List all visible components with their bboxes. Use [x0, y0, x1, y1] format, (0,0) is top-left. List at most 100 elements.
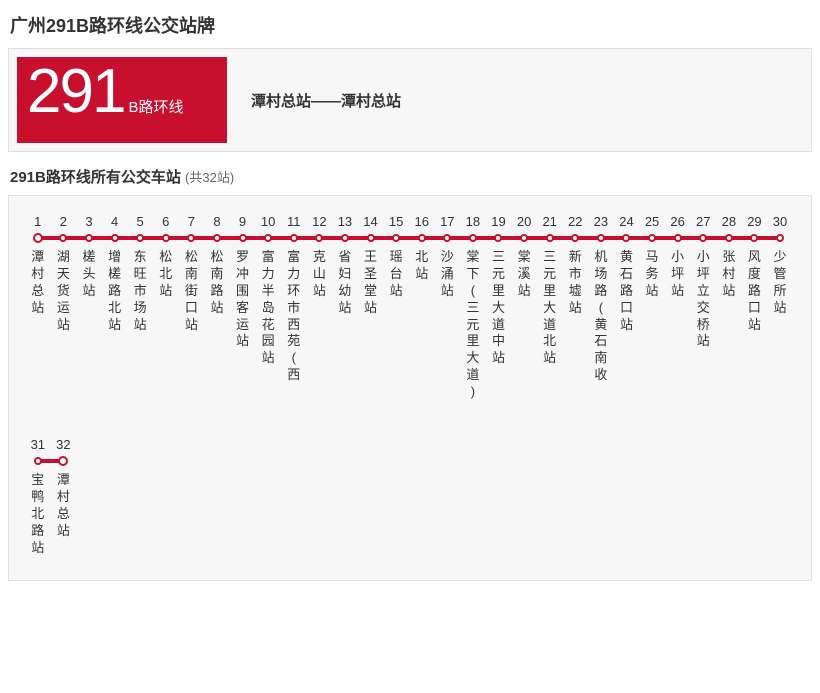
- station-dot-icon: [546, 234, 554, 242]
- terminal-dot-icon: [58, 456, 68, 466]
- station-list-title-text: 291B路环线所有公交车站: [10, 169, 181, 186]
- route-line: [25, 233, 793, 243]
- station-number: 15: [383, 214, 409, 231]
- station-name: 王圣堂站: [358, 247, 384, 401]
- station-name: 湖天货运站: [51, 247, 77, 401]
- station-dot: [690, 233, 716, 243]
- station-dot: [511, 233, 537, 243]
- station-dot-icon: [750, 234, 758, 242]
- station-dot-icon: [85, 234, 93, 242]
- station-number: 22: [562, 214, 588, 231]
- station-dot-icon: [213, 234, 221, 242]
- station-dot: [307, 233, 333, 243]
- station-number: 2: [51, 214, 77, 231]
- station-number: 28: [716, 214, 742, 231]
- station-dot-icon: [136, 234, 144, 242]
- station-dot: [358, 233, 384, 243]
- station-dot: [255, 233, 281, 243]
- station-dot-icon: [111, 234, 119, 242]
- station-dot: [281, 233, 307, 243]
- station-dot: [179, 233, 205, 243]
- station-name: 松南路站: [204, 247, 230, 401]
- station-number: 5: [127, 214, 153, 231]
- station-name: 棠下(三元里大道): [460, 247, 486, 401]
- station-dot: [639, 233, 665, 243]
- station-dot-icon: [776, 234, 784, 242]
- station-number: 27: [690, 214, 716, 231]
- route-terminals: 潭村总站——潭村总站: [251, 90, 401, 111]
- station-numbers-row: 3132: [25, 437, 795, 454]
- station-dot-icon: [443, 234, 451, 242]
- route-dots-row: [25, 456, 76, 466]
- station-numbers-row: 1234567891011121314151617181920212223242…: [25, 214, 795, 231]
- station-dot: [25, 456, 51, 466]
- station-name: 瑶台站: [383, 247, 409, 401]
- station-name: 沙涌站: [435, 247, 461, 401]
- station-name: 潭村总站: [51, 470, 77, 556]
- station-dot: [25, 233, 51, 243]
- station-dot-icon: [59, 234, 67, 242]
- station-number: 11: [281, 214, 307, 231]
- station-name: 机场路(黄石南收: [588, 247, 614, 401]
- station-dot-icon: [520, 234, 528, 242]
- station-dot-icon: [239, 234, 247, 242]
- station-dot-icon: [597, 234, 605, 242]
- station-name: 宝鸭北路站: [25, 470, 51, 556]
- station-dot: [153, 233, 179, 243]
- station-number: 1: [25, 214, 51, 231]
- station-number: 30: [767, 214, 793, 231]
- station-names-row: 潭村总站湖天货运站槎头站增槎路北站东旺市场站松北站松南街口站松南路站罗冲围客运站…: [25, 247, 795, 401]
- station-name: 潭村总站: [25, 247, 51, 401]
- station-number: 25: [639, 214, 665, 231]
- station-number: 7: [179, 214, 205, 231]
- station-name: 新市墟站: [562, 247, 588, 401]
- station-names-row: 宝鸭北路站潭村总站: [25, 470, 795, 556]
- station-dot: [486, 233, 512, 243]
- station-name: 小坪站: [665, 247, 691, 401]
- station-dot: [742, 233, 768, 243]
- station-name: 北站: [409, 247, 435, 401]
- station-number: 3: [76, 214, 102, 231]
- station-dot-icon: [341, 234, 349, 242]
- station-number: 6: [153, 214, 179, 231]
- station-number: 24: [614, 214, 640, 231]
- station-count: (共32站): [185, 170, 234, 185]
- station-dot: [204, 233, 230, 243]
- station-dot-icon: [418, 234, 426, 242]
- station-dot: [76, 233, 102, 243]
- station-number: 20: [511, 214, 537, 231]
- station-name: 小坪立交桥站: [690, 247, 716, 401]
- station-name: 富力半岛花园站: [255, 247, 281, 401]
- station-number: 9: [230, 214, 256, 231]
- station-dot: [51, 233, 77, 243]
- station-name: 克山站: [307, 247, 333, 401]
- station-dot-icon: [725, 234, 733, 242]
- station-dot: [460, 233, 486, 243]
- station-name: 省妇幼站: [332, 247, 358, 401]
- station-dot: [562, 233, 588, 243]
- station-list-title: 291B路环线所有公交车站 (共32站): [10, 166, 812, 187]
- station-number: 31: [25, 437, 51, 454]
- station-dot: [127, 233, 153, 243]
- station-name: 三元里大道北站: [537, 247, 563, 401]
- station-dot-icon: [290, 234, 298, 242]
- station-dot-icon: [622, 234, 630, 242]
- station-dot: [383, 233, 409, 243]
- station-dot-icon: [699, 234, 707, 242]
- route-diagram-panel: 1234567891011121314151617181920212223242…: [8, 195, 812, 581]
- station-number: 32: [51, 437, 77, 454]
- station-number: 10: [255, 214, 281, 231]
- station-dot-icon: [648, 234, 656, 242]
- station-dot-icon: [315, 234, 323, 242]
- station-name: 黄石路口站: [614, 247, 640, 401]
- station-dot: [435, 233, 461, 243]
- station-dot: [409, 233, 435, 243]
- station-number: 13: [332, 214, 358, 231]
- station-dot-icon: [34, 457, 42, 465]
- station-name: 松南街口站: [179, 247, 205, 401]
- route-badge: 291 B路环线: [17, 57, 227, 143]
- route-suffix: B路环线: [128, 96, 183, 121]
- station-dot-icon: [264, 234, 272, 242]
- station-name: 三元里大道中站: [486, 247, 512, 401]
- station-dot: [588, 233, 614, 243]
